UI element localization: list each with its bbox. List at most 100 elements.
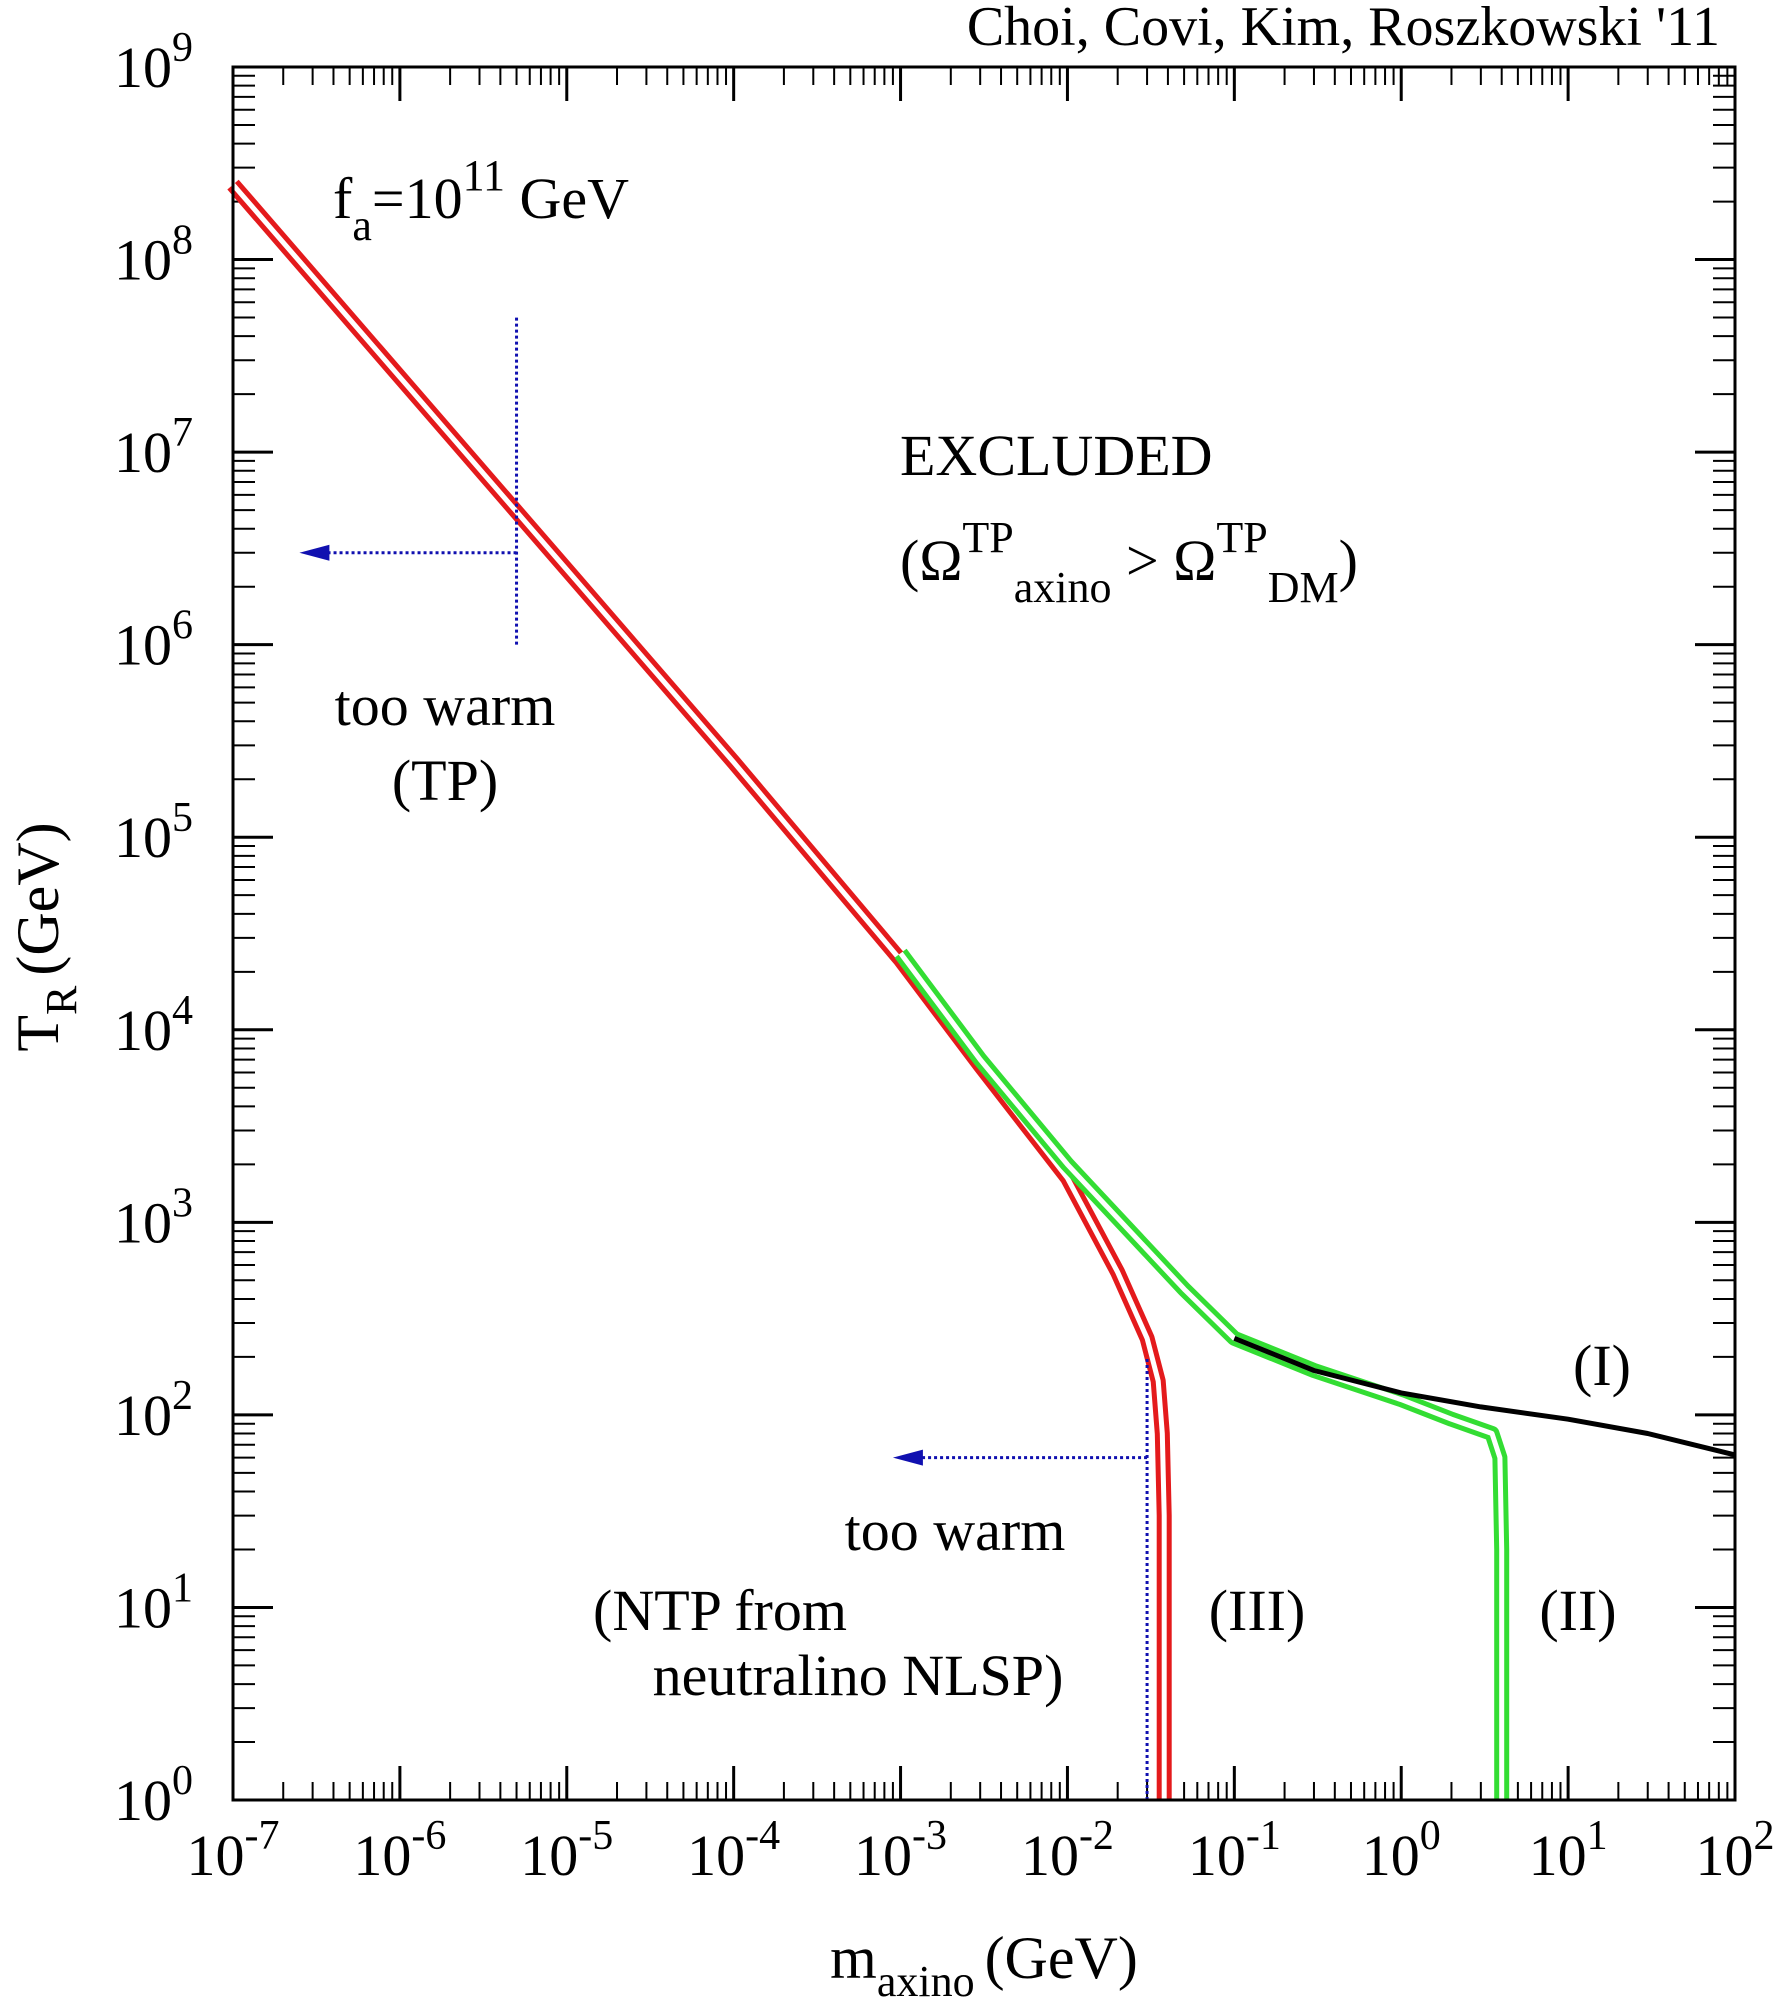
x-tick-label-exp: 0 — [1420, 1813, 1441, 1859]
x-tick-label: 101 — [1529, 1813, 1608, 1888]
y-tick-label-base: 10 — [114, 1575, 172, 1640]
y-tick-label-exp: 4 — [172, 988, 193, 1034]
curve-i — [1233, 1335, 1736, 1458]
y-tick-label-base: 10 — [114, 613, 172, 678]
y-tick-label-base: 10 — [114, 228, 172, 293]
y-tick-label-exp: 6 — [172, 603, 193, 649]
x-tick-label-exp: -5 — [578, 1813, 613, 1859]
x-tick-label: 10-1 — [1188, 1813, 1281, 1888]
y-tick-label: 103 — [114, 1180, 193, 1255]
y-axis-label-sub: R — [37, 985, 86, 1015]
y-tick-label-exp: 0 — [172, 1758, 193, 1804]
x-tick-label: 10-3 — [854, 1813, 947, 1888]
x-axis-label-sub: axino — [877, 1957, 975, 2006]
x-tick-label-exp: -4 — [745, 1813, 780, 1859]
x-tick-label-base: 10 — [1188, 1823, 1246, 1888]
y-tick-label-base: 10 — [114, 35, 172, 100]
annotation-label-III: (III) — [1209, 1578, 1306, 1643]
annotation-excluded1: EXCLUDED — [900, 423, 1213, 488]
annotation-part: > Ω — [1112, 528, 1217, 593]
y-tick-label: 102 — [114, 1373, 193, 1448]
y-tick-label: 109 — [114, 25, 193, 100]
y-tick-label: 105 — [114, 795, 193, 870]
x-axis-label-main: m — [830, 1925, 877, 1991]
x-tick-label: 10-6 — [353, 1813, 446, 1888]
x-tick-label-base: 10 — [187, 1823, 245, 1888]
ntp-warm-limit-arrowhead — [892, 1449, 923, 1466]
x-axis-label-unit: (GeV) — [985, 1925, 1138, 1991]
y-tick-label-exp: 1 — [172, 1565, 193, 1611]
y-tick-label-exp: 8 — [172, 218, 193, 264]
y-tick-label: 104 — [114, 988, 193, 1063]
x-tick-label-exp: -2 — [1079, 1813, 1114, 1859]
y-tick-label-exp: 3 — [172, 1180, 193, 1226]
x-tick-label-base: 10 — [687, 1823, 745, 1888]
x-tick-label-base: 10 — [1362, 1823, 1420, 1888]
annotation-part: axino — [1014, 563, 1112, 612]
annotation-excluded2: (ΩTPaxino > ΩTPDM) — [900, 513, 1358, 612]
x-tick-label-base: 10 — [520, 1823, 578, 1888]
annotation-part: (NTP from — [593, 1578, 847, 1643]
y-tick-label: 108 — [114, 218, 193, 293]
y-tick-label-base: 10 — [114, 1383, 172, 1448]
annotation-part: GeV — [505, 166, 629, 231]
annotation-part: a — [352, 201, 372, 250]
annotation-part: too warm — [335, 673, 556, 738]
x-tick-label-exp: 1 — [1587, 1813, 1608, 1859]
y-tick-label-base: 10 — [114, 998, 172, 1063]
y-tick-label: 100 — [114, 1758, 193, 1833]
annotation-part: (TP) — [392, 748, 498, 813]
x-tick-label-exp: -7 — [245, 1813, 280, 1859]
annotation-part: TP — [1216, 513, 1267, 562]
y-tick-label-base: 10 — [114, 420, 172, 485]
annotation-warm-ntp1: too warm — [845, 1498, 1066, 1563]
y-axis-label: TR (GeV) — [5, 822, 86, 1051]
annotation-warm-tp1: too warm — [335, 673, 556, 738]
annotation-warm-tp2: (TP) — [392, 748, 498, 813]
annotation-part: neutralino NLSP) — [653, 1643, 1064, 1708]
annotation-warm-ntp3: neutralino NLSP) — [653, 1643, 1064, 1708]
x-tick-label-exp: 2 — [1754, 1813, 1775, 1859]
y-tick-label: 101 — [114, 1565, 193, 1640]
constraints — [299, 317, 1149, 1800]
x-tick-label-exp: -6 — [411, 1813, 446, 1859]
y-tick-label-exp: 7 — [172, 410, 193, 456]
annotation-part: 11 — [463, 151, 505, 200]
curves — [227, 179, 1736, 1800]
annotation-part: (II) — [1539, 1578, 1616, 1643]
plot-frame — [231, 65, 1737, 1802]
x-tick-label-base: 10 — [1529, 1823, 1587, 1888]
y-tick-label-base: 10 — [114, 1190, 172, 1255]
annotation-part: TP — [962, 513, 1013, 562]
annotation-label-II: (II) — [1539, 1578, 1616, 1643]
curve-ii-gap — [898, 951, 1505, 1800]
y-axis-label-unit: (GeV) — [5, 822, 71, 975]
annotation-part: (Ω — [900, 528, 962, 593]
y-tick-label: 106 — [114, 603, 193, 678]
annotation-part: EXCLUDED — [900, 423, 1213, 488]
curve-iii-gap — [231, 182, 1167, 1800]
y-tick-label-base: 10 — [114, 1768, 172, 1833]
annotation-part: DM — [1268, 563, 1339, 612]
x-tick-label-base: 10 — [1696, 1823, 1754, 1888]
x-tick-label-base: 10 — [353, 1823, 411, 1888]
y-tick-label-exp: 5 — [172, 795, 193, 841]
annotation-part: (I) — [1573, 1333, 1631, 1398]
y-tick-label-exp: 2 — [172, 1373, 193, 1419]
x-tick-label: 10-4 — [687, 1813, 780, 1888]
y-axis-label-main: T — [5, 1015, 71, 1052]
x-tick-label-exp: -1 — [1246, 1813, 1281, 1859]
x-tick-label-base: 10 — [1021, 1823, 1079, 1888]
tp-warm-limit-arrowhead — [299, 544, 330, 561]
annotation-part: ) — [1339, 528, 1358, 593]
annotation-part: (III) — [1209, 1578, 1306, 1643]
x-tick-label-base: 10 — [854, 1823, 912, 1888]
annotation-warm-ntp2: (NTP from — [593, 1578, 847, 1643]
x-tick-label: 102 — [1696, 1813, 1775, 1888]
annotation-fa: fa=1011 GeV — [333, 151, 629, 250]
y-tick-label-exp: 9 — [172, 25, 193, 71]
annotation-part: f — [333, 166, 353, 231]
x-tick-labels: 10-7 10-6 10-5 10-4 10-3 10-2 10-1 100 101 102 — [187, 1813, 1775, 1888]
